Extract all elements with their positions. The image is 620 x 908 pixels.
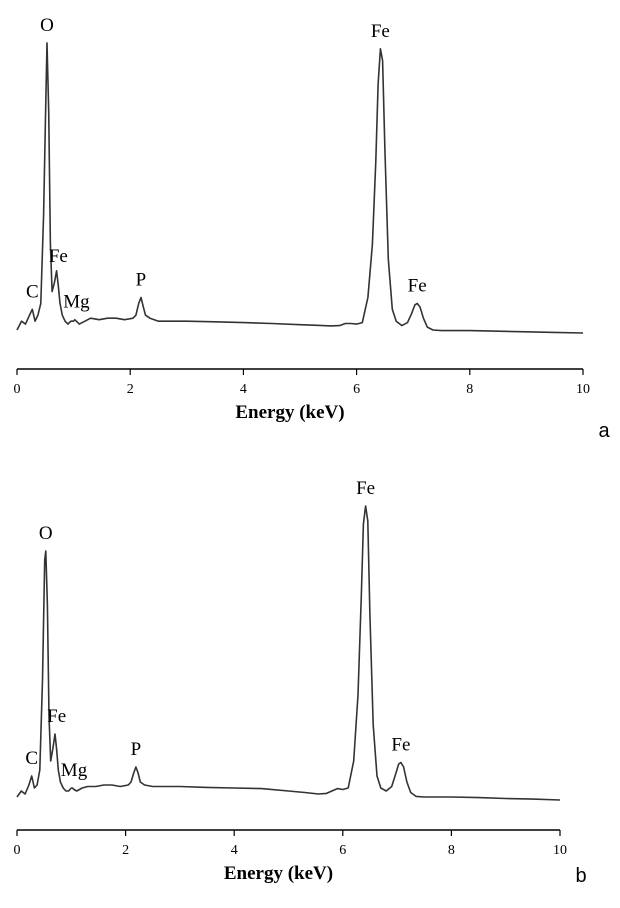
peak-label-fe: Fe xyxy=(49,246,68,267)
x-tick-label: 10 xyxy=(576,382,590,397)
peak-label-fe: Fe xyxy=(371,21,390,42)
x-tick-label: 0 xyxy=(14,382,21,397)
x-axis-title: Energy (keV) xyxy=(224,863,333,884)
x-tick-label: 6 xyxy=(339,843,346,858)
panel-letter: a xyxy=(598,420,610,442)
panel-b: 0 2 4 6 8 10 Energy (keV) O Fe C Mg P Fe Fe b xyxy=(14,478,587,887)
x-tick-label: 8 xyxy=(466,382,473,397)
peak-label-p: P xyxy=(136,269,147,290)
x-tick-label: 8 xyxy=(448,843,455,858)
x-tick-label: 2 xyxy=(122,843,129,858)
peak-label-c: C xyxy=(25,748,38,769)
spectrum-line xyxy=(16,505,561,801)
peak-label-o: O xyxy=(39,523,53,544)
x-axis-title: Energy (keV) xyxy=(235,402,344,423)
x-tick-label: 4 xyxy=(231,843,238,858)
x-tick-label: 0 xyxy=(14,843,21,858)
peak-label-fe: Fe xyxy=(391,735,410,756)
peak-label-c: C xyxy=(26,281,39,302)
x-tick-label: 4 xyxy=(240,382,247,397)
peak-label-fe: Fe xyxy=(356,478,375,499)
spectrum-line xyxy=(16,42,584,334)
peak-label-fe: Fe xyxy=(47,706,66,727)
panel-letter: b xyxy=(575,865,586,887)
peak-label-mg: Mg xyxy=(61,760,88,781)
peak-label-o: O xyxy=(40,15,54,36)
peak-label-mg: Mg xyxy=(63,292,90,313)
x-tick-label: 6 xyxy=(353,382,360,397)
x-tick-label: 2 xyxy=(127,382,134,397)
panel-a: 0 2 4 6 8 10 Energy (keV) O Fe C Mg P Fe Fe a xyxy=(14,15,611,442)
x-tick-label: 10 xyxy=(553,843,567,858)
peak-label-fe: Fe xyxy=(408,275,427,296)
peak-label-p: P xyxy=(131,739,142,760)
